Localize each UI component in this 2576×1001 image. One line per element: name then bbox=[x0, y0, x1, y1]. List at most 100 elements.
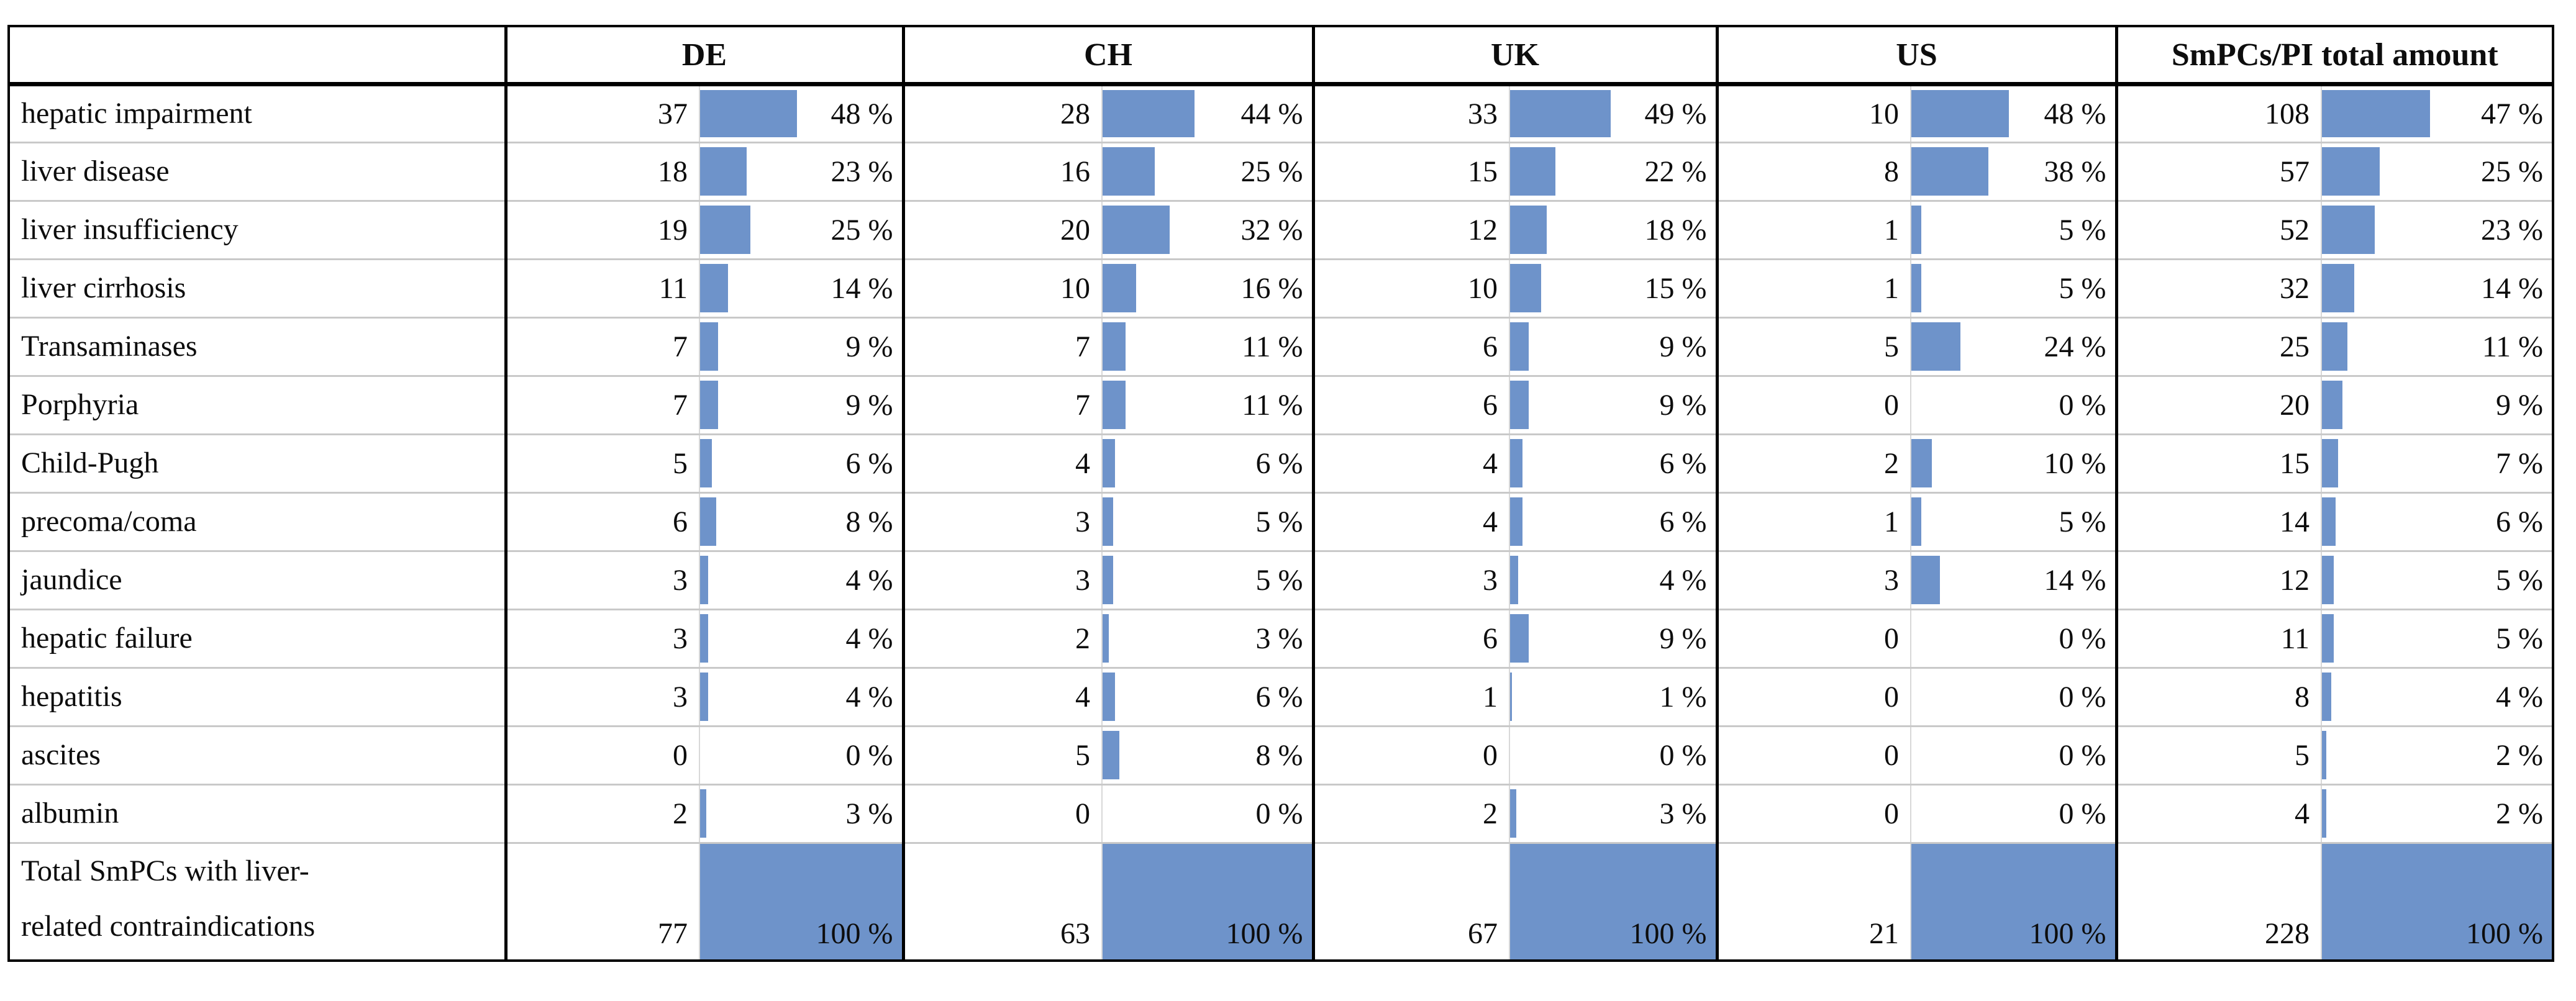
data-bar bbox=[2322, 731, 2327, 779]
table-row: Child-Pugh 5 6 % 4 6 % 4 6 % 2 10 % 15 7… bbox=[9, 434, 2554, 494]
percent-value: 8 % bbox=[1255, 739, 1303, 772]
bar-cell: 4 % bbox=[1509, 551, 1719, 610]
table-row: jaundice 3 4 % 3 5 % 3 4 % 3 14 % 12 5 % bbox=[9, 551, 2554, 610]
count-cell: 7 bbox=[506, 317, 700, 377]
count-cell: 5 bbox=[1717, 317, 1911, 377]
count-cell: 4 bbox=[1313, 492, 1510, 552]
percent-value: 9 % bbox=[845, 330, 893, 363]
count-cell: 8 bbox=[2116, 668, 2323, 727]
bar-cell: 44 % bbox=[1102, 84, 1315, 143]
header-row: DE CH UK US SmPCs/PI total amount bbox=[9, 26, 2554, 86]
data-bar bbox=[1510, 147, 1555, 196]
count-cell: 11 bbox=[2116, 609, 2323, 669]
percent-value: 15 % bbox=[1644, 272, 1707, 305]
count-cell: 3 bbox=[1313, 551, 1510, 610]
percent-value: 18 % bbox=[1644, 214, 1707, 247]
bar-cell: 5 % bbox=[1102, 492, 1315, 552]
table-row: hepatic impairment 37 48 % 28 44 % 33 49… bbox=[9, 84, 2554, 143]
data-bar bbox=[700, 147, 747, 196]
bar-cell: 5 % bbox=[1911, 492, 2118, 552]
data-bar bbox=[2322, 322, 2347, 371]
bar-cell: 9 % bbox=[1509, 317, 1719, 377]
count-cell: 21 bbox=[1717, 843, 1911, 961]
row-label: liver insufficiency bbox=[9, 201, 507, 260]
count-cell: 3 bbox=[506, 668, 700, 727]
percent-value: 0 % bbox=[1659, 739, 1707, 772]
bar-cell: 1 % bbox=[1509, 668, 1719, 727]
data-bar bbox=[2322, 673, 2331, 721]
percent-value: 23 % bbox=[2481, 214, 2544, 247]
count-cell: 1 bbox=[1313, 668, 1510, 727]
percent-value: 25 % bbox=[1240, 155, 1303, 188]
bar-cell: 2 % bbox=[2321, 726, 2554, 786]
count-cell: 3 bbox=[903, 492, 1103, 552]
percent-value: 16 % bbox=[1240, 272, 1303, 305]
row-label: Child-Pugh bbox=[9, 434, 507, 494]
data-bar bbox=[1510, 264, 1541, 312]
percent-value: 10 % bbox=[2044, 447, 2106, 480]
table-row: Transaminases 7 9 % 7 11 % 6 9 % 5 24 % … bbox=[9, 317, 2554, 377]
data-bar bbox=[700, 206, 751, 254]
data-bar bbox=[1911, 147, 1989, 196]
data-bar bbox=[1911, 90, 2009, 137]
data-bar bbox=[700, 614, 708, 663]
count-cell: 14 bbox=[2116, 492, 2323, 552]
percent-value: 100 % bbox=[2466, 917, 2544, 950]
data-bar bbox=[700, 264, 729, 312]
data-bar bbox=[1103, 147, 1155, 196]
bar-cell: 100 % bbox=[2321, 843, 2553, 961]
bar-cell: 9 % bbox=[699, 376, 905, 435]
count-cell: 10 bbox=[903, 259, 1103, 319]
percent-value: 7 % bbox=[2496, 447, 2544, 480]
row-label: Transaminases bbox=[9, 317, 507, 377]
data-bar bbox=[2322, 844, 2552, 959]
bar-cell: 32 % bbox=[1102, 201, 1315, 260]
count-cell: 7 bbox=[903, 317, 1103, 377]
percent-value: 23 % bbox=[831, 155, 893, 188]
bar-cell: 9 % bbox=[1509, 609, 1719, 669]
percent-value: 0 % bbox=[2059, 739, 2106, 772]
bar-cell: 0 % bbox=[1911, 609, 2118, 669]
percent-value: 4 % bbox=[1659, 564, 1707, 597]
bar-cell: 10 % bbox=[1911, 434, 2118, 494]
percent-value: 100 % bbox=[816, 917, 893, 950]
count-cell: 3 bbox=[903, 551, 1103, 610]
data-bar bbox=[1510, 381, 1529, 429]
data-bar bbox=[1103, 673, 1116, 721]
bar-cell: 5 % bbox=[2321, 609, 2554, 669]
count-cell: 0 bbox=[1717, 726, 1911, 786]
percent-value: 6 % bbox=[1255, 447, 1303, 480]
percent-value: 8 % bbox=[845, 505, 893, 538]
data-bar bbox=[700, 439, 712, 487]
data-bar bbox=[1510, 497, 1522, 546]
count-cell: 0 bbox=[1717, 376, 1911, 435]
bar-cell: 4 % bbox=[699, 551, 905, 610]
bar-cell: 6 % bbox=[1509, 492, 1719, 552]
percent-value: 5 % bbox=[2059, 214, 2106, 247]
data-bar bbox=[1103, 90, 1195, 137]
bar-cell: 0 % bbox=[1102, 784, 1315, 844]
percent-value: 22 % bbox=[1644, 155, 1707, 188]
percent-value: 4 % bbox=[2496, 681, 2544, 713]
column-header-us: US bbox=[1717, 26, 2118, 86]
bar-cell: 100 % bbox=[1102, 843, 1315, 961]
bar-cell: 100 % bbox=[1509, 843, 1719, 961]
data-bar bbox=[1510, 556, 1519, 604]
bar-cell: 9 % bbox=[699, 317, 905, 377]
data-bar bbox=[2322, 147, 2380, 196]
table-row: liver cirrhosis 11 14 % 10 16 % 10 15 % … bbox=[9, 259, 2554, 319]
bar-cell: 25 % bbox=[2321, 142, 2554, 202]
percent-value: 1 % bbox=[1659, 681, 1707, 713]
row-label: hepatic failure bbox=[9, 609, 507, 669]
percent-value: 5 % bbox=[1255, 505, 1303, 538]
percent-value: 11 % bbox=[1242, 330, 1303, 363]
bar-cell: 22 % bbox=[1509, 142, 1719, 202]
count-cell: 2 bbox=[1313, 784, 1510, 844]
percent-value: 3 % bbox=[1255, 622, 1303, 655]
data-bar bbox=[1911, 206, 1922, 254]
percent-value: 0 % bbox=[2059, 681, 2106, 713]
data-bar bbox=[2322, 556, 2334, 604]
count-cell: 15 bbox=[2116, 434, 2323, 494]
percent-value: 6 % bbox=[1255, 681, 1303, 713]
data-bar bbox=[700, 556, 708, 604]
